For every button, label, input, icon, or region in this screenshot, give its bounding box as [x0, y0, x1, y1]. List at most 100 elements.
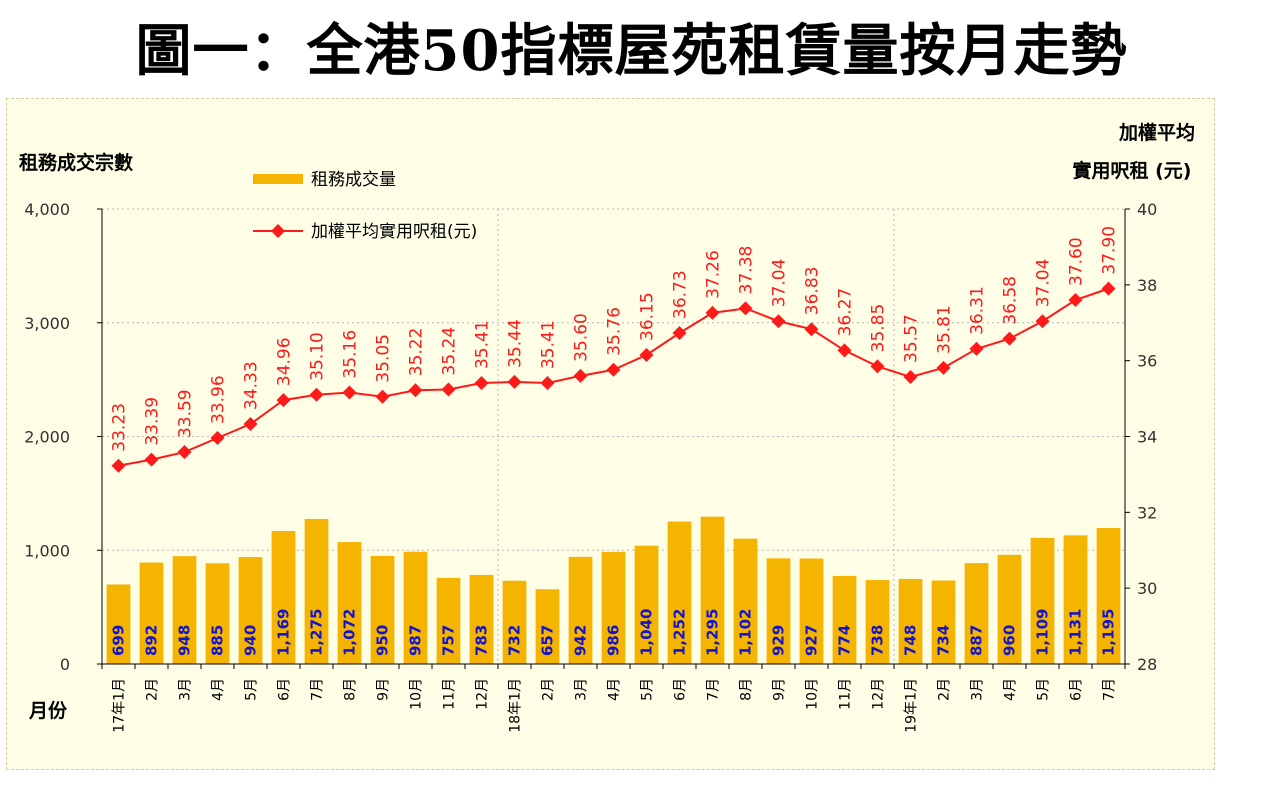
x-tick-label: 10月 [805, 678, 821, 710]
bar-value-label: 929 [770, 625, 788, 656]
bar [469, 574, 494, 664]
x-tick-label: 4月 [607, 678, 623, 701]
rent-value-label: 37.38 [737, 246, 757, 295]
bar [337, 542, 362, 664]
rent-value-label: 35.10 [308, 332, 328, 381]
bar-value-label: 986 [605, 625, 623, 656]
bar [964, 563, 989, 664]
rent-marker [738, 301, 753, 316]
rent-marker [1002, 331, 1017, 346]
chart-panel: 4,000 3,000 2,000 1,000 0 40 38 36 34 32 30 28 17年1月… [6, 98, 1215, 770]
x-tick-label: 11月 [442, 678, 458, 710]
legend: 租務成交量 加權平均實用呎租(元) [253, 170, 477, 242]
bar-value-label: 1,072 [341, 609, 359, 656]
x-tick-label: 3月 [574, 678, 590, 701]
rent-value-label: 35.41 [539, 320, 559, 369]
bar-value-label: 927 [803, 625, 821, 656]
right-tick-label: 38 [1137, 276, 1157, 295]
x-tick-label: 3月 [178, 678, 194, 701]
rent-marker [441, 382, 456, 397]
rent-value-label: 35.57 [902, 314, 922, 363]
line-layer [111, 281, 1116, 473]
bar-value-label: 942 [572, 625, 590, 656]
left-tick-label: 3,000 [24, 314, 70, 333]
bar-value-label: 1,102 [737, 609, 755, 656]
x-tick-label: 7月 [310, 678, 326, 701]
bar [601, 551, 626, 664]
rent-marker [540, 376, 555, 391]
bar-value-label: 987 [407, 625, 425, 656]
rent-value-label: 36.83 [803, 267, 823, 316]
rent-marker [1101, 281, 1116, 296]
x-tick-label: 2月 [937, 678, 953, 701]
right-tick-label: 28 [1137, 655, 1157, 674]
rent-marker [936, 360, 951, 375]
rent-value-label: 35.44 [506, 319, 526, 368]
rent-marker [210, 431, 225, 446]
rent-marker [375, 389, 390, 404]
right-tick-label: 32 [1137, 503, 1157, 522]
left-tick-label: 0 [60, 655, 70, 674]
left-tick-label: 4,000 [24, 200, 70, 219]
rent-marker [342, 385, 357, 400]
rent-marker [243, 416, 258, 431]
rent-value-label: 37.60 [1067, 237, 1087, 286]
x-tick-label: 4月 [211, 678, 227, 701]
x-tick-label: 9月 [772, 678, 788, 701]
bar-value-label: 774 [836, 625, 854, 656]
x-tick-label: 5月 [244, 678, 260, 701]
bar-value-label: 960 [1001, 625, 1019, 656]
rent-value-label: 36.31 [968, 286, 988, 335]
x-tick-label: 8月 [739, 678, 755, 701]
bar [436, 577, 461, 664]
x-tick-label: 12月 [475, 678, 491, 710]
rent-value-label: 36.15 [638, 292, 658, 341]
right-axis-title-line2: 實用呎租 (元) [1073, 159, 1192, 182]
bar [535, 589, 560, 664]
rent-value-label: 35.60 [572, 313, 592, 362]
bar [238, 557, 263, 664]
left-tick-label: 1,000 [24, 541, 70, 560]
bar-value-label: 887 [968, 625, 986, 656]
x-tick-label: 19年1月 [904, 678, 920, 733]
bar [733, 538, 758, 664]
rent-value-label: 35.81 [935, 305, 955, 354]
x-axis-title: 月份 [28, 699, 68, 722]
x-tick-label: 2月 [145, 678, 161, 701]
x-tick-label: 17年1月 [112, 678, 128, 733]
bar-value-label: 1,131 [1067, 609, 1085, 656]
chart-svg: 4,000 3,000 2,000 1,000 0 40 38 36 34 32 30 28 17年1月… [19, 121, 1195, 733]
legend-bar-label: 租務成交量 [311, 170, 396, 190]
bar [1063, 535, 1088, 664]
rent-marker [705, 305, 720, 320]
x-tick-label: 6月 [277, 678, 293, 701]
x-tick-label: 8月 [343, 678, 359, 701]
rent-marker [969, 341, 984, 356]
bar [502, 580, 527, 664]
x-tick-label: 7月 [1102, 678, 1118, 701]
right-tick-label: 30 [1137, 579, 1157, 598]
bar [1030, 537, 1055, 664]
bar [271, 531, 296, 664]
x-tick-label: 10月 [409, 678, 425, 710]
bar-value-label: 1,252 [671, 609, 689, 656]
rent-marker [474, 376, 489, 391]
bar-value-label: 1,275 [308, 609, 326, 656]
bar [931, 580, 956, 664]
bar-value-label: 738 [869, 625, 887, 656]
rent-marker [903, 369, 918, 384]
rent-value-label: 33.39 [143, 397, 163, 446]
bar [304, 518, 329, 664]
rent-marker [507, 374, 522, 389]
bar-value-label: 657 [539, 625, 557, 656]
right-tick-label: 34 [1137, 428, 1157, 447]
x-tick-label: 6月 [673, 678, 689, 701]
rent-marker [639, 347, 654, 362]
right-tick-label: 36 [1137, 352, 1157, 371]
rent-marker [1068, 293, 1083, 307]
bar-value-label: 950 [374, 625, 392, 656]
x-tick-label: 18年1月 [508, 678, 524, 733]
rent-marker [177, 445, 192, 460]
bar-value-label: 885 [209, 625, 227, 656]
rent-value-label: 35.24 [440, 327, 460, 376]
